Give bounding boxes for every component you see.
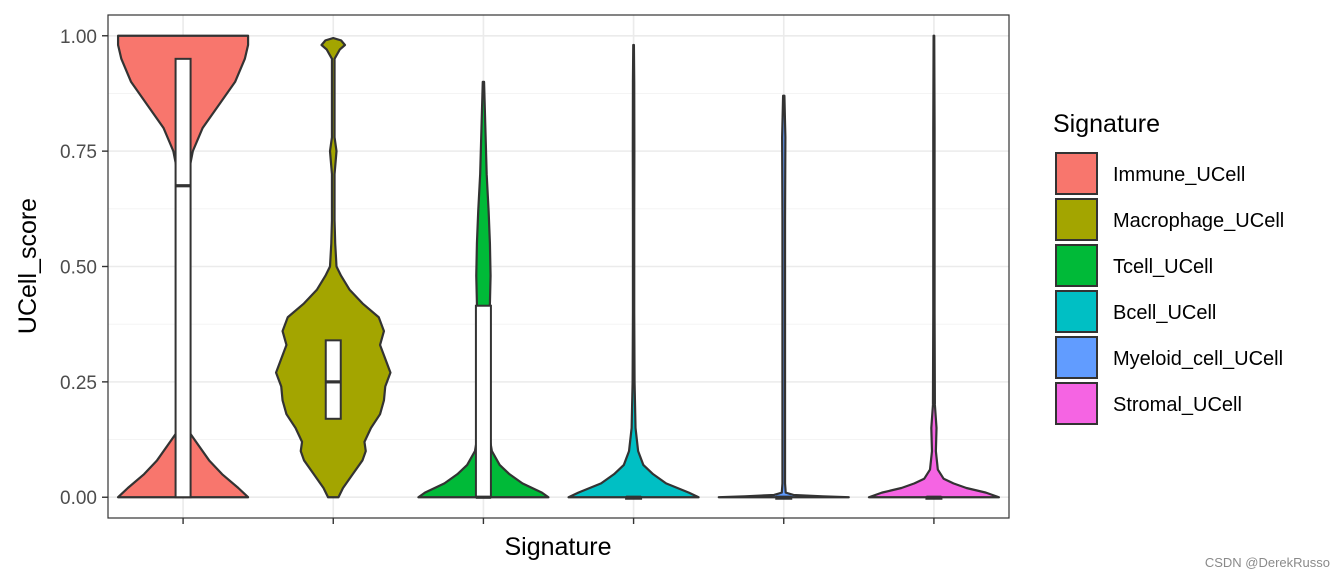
y-axis-title: UCell_score bbox=[14, 198, 42, 334]
legend: Immune_UCell Macrophage_UCell Tcell_UCell B… bbox=[1055, 152, 1284, 425]
y-tick-label: 0.25 bbox=[60, 373, 97, 394]
x-axis-ticks bbox=[182, 518, 935, 524]
watermark-text: CSDN @DerekRusso bbox=[1204, 555, 1330, 570]
legend-key-Bcell_UCell bbox=[1055, 290, 1098, 333]
legend-label: Macrophage_UCell bbox=[1113, 210, 1284, 232]
y-tick-label: 1.00 bbox=[60, 27, 97, 48]
violins bbox=[116, 34, 1001, 500]
box-Immune_UCell bbox=[174, 57, 192, 499]
violin-Macrophage_UCell bbox=[274, 36, 392, 499]
violin-Bcell_UCell bbox=[567, 43, 700, 499]
violin-Myeloid_cell_UCell bbox=[717, 94, 850, 499]
x-axis-title: Signature bbox=[504, 533, 611, 561]
legend-label: Bcell_UCell bbox=[1113, 302, 1216, 324]
legend-key-Myeloid_cell_UCell bbox=[1055, 336, 1098, 379]
y-axis-ticks: 0.00 0.25 0.50 0.75 1.00 bbox=[60, 27, 108, 509]
legend-title: Signature bbox=[1053, 110, 1160, 138]
violin-Stromal_UCell bbox=[867, 34, 1001, 499]
y-tick-label: 0.00 bbox=[60, 488, 97, 509]
box-Tcell_UCell bbox=[474, 304, 492, 499]
legend-label: Myeloid_cell_UCell bbox=[1113, 348, 1283, 370]
legend-label: Stromal_UCell bbox=[1113, 394, 1242, 416]
legend-key-Tcell_UCell bbox=[1055, 244, 1098, 287]
legend-key-Stromal_UCell bbox=[1055, 382, 1098, 425]
legend-label: Tcell_UCell bbox=[1113, 256, 1213, 278]
y-tick-label: 0.50 bbox=[60, 258, 97, 279]
box-Macrophage_UCell bbox=[324, 339, 342, 420]
legend-key-Immune_UCell bbox=[1055, 152, 1098, 195]
legend-label: Immune_UCell bbox=[1113, 164, 1245, 186]
y-tick-label: 0.75 bbox=[60, 142, 97, 163]
legend-key-Macrophage_UCell bbox=[1055, 198, 1098, 241]
